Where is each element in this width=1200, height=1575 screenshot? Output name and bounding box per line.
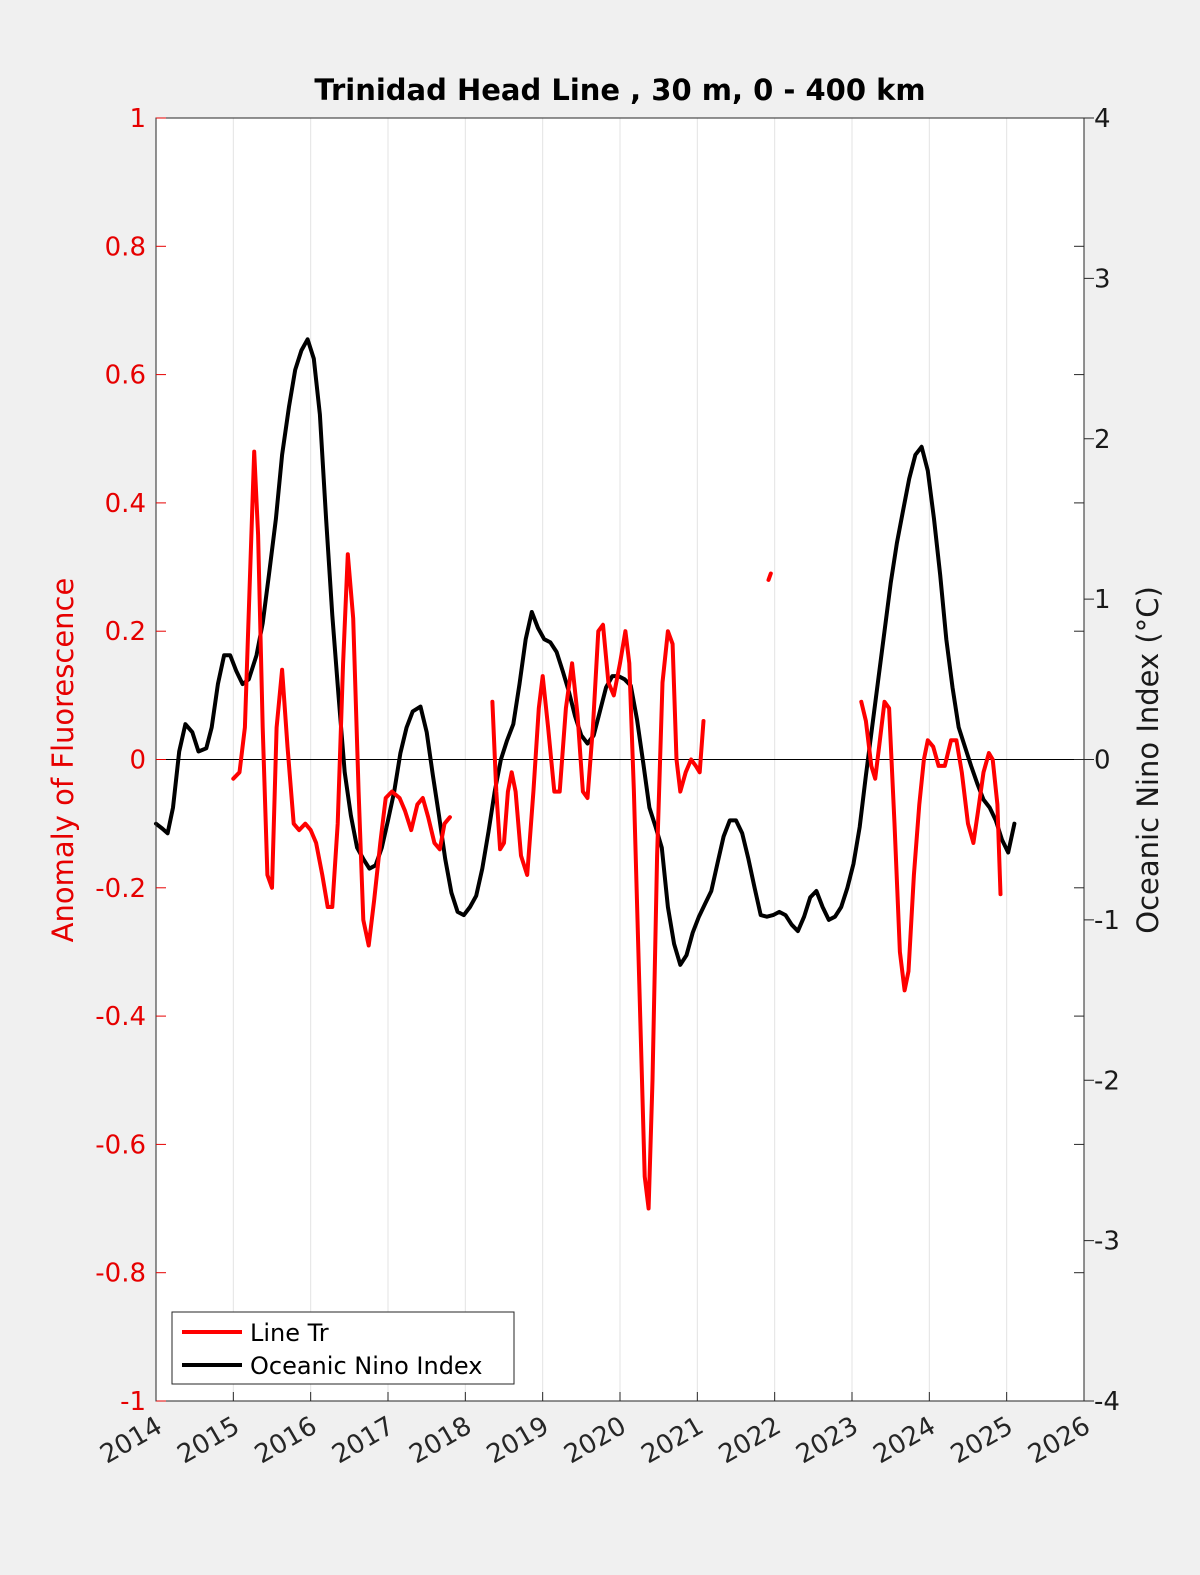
legend: Line Tr Oceanic Nino Index: [171, 1311, 515, 1385]
left-y-axis: 1 0.8 0.6 0.4 0.2 0 -0.2 -0.4 -0.6 -0.8 -1: [95, 104, 1084, 1417]
fluorescence-series-line-1: [490, 622, 706, 1211]
right-y-axis: 4 3 2 1 0 -1 -2 -3 -4: [1084, 104, 1120, 1417]
right-y-tick-label: -2: [1094, 1066, 1120, 1096]
left-y-tick-label: -0.2: [95, 874, 146, 904]
x-tick-label: 2026: [1023, 1411, 1095, 1470]
x-tick-label: 2017: [327, 1411, 399, 1470]
left-y-tick-label: 0.8: [105, 232, 146, 262]
x-tick-label: 2022: [714, 1411, 786, 1470]
right-axis-label: Oceanic Nino Index (°C): [1131, 586, 1165, 934]
legend-label-oni: Oceanic Nino Index: [250, 1352, 482, 1380]
fluorescence-series-line-3: [859, 699, 1003, 993]
chart-title: Trinidad Head Line , 30 m, 0 - 400 km: [314, 73, 925, 107]
right-y-tick-label: 1: [1094, 585, 1111, 615]
right-y-tick-label: 3: [1094, 264, 1111, 294]
legend-box: [171, 1311, 515, 1385]
x-tick-label: 2015: [173, 1411, 245, 1470]
x-tick-label: 2021: [637, 1411, 709, 1470]
legend-label-line-tr: Line Tr: [250, 1319, 329, 1347]
left-y-tick-label: -1: [120, 1387, 146, 1417]
x-tick-label: 2024: [869, 1411, 941, 1470]
right-y-tick-label: -1: [1094, 906, 1120, 936]
right-y-tick-label: 4: [1094, 104, 1111, 134]
left-y-tick-label: 0.2: [105, 617, 146, 647]
x-tick-label: 2014: [95, 1411, 167, 1470]
left-y-tick-label: -0.8: [95, 1259, 146, 1289]
x-tick-label: 2016: [250, 1411, 322, 1470]
x-tick-label: 2018: [405, 1411, 477, 1470]
fluorescence-series-line-2: [766, 571, 773, 582]
left-y-tick-label: 1: [129, 104, 146, 134]
left-y-tick-label: -0.4: [95, 1002, 146, 1032]
oni-series-line-0: [154, 337, 1017, 967]
x-tick-label: 2019: [482, 1411, 554, 1470]
x-axis: 2014 2015 2016 2017 2018 2019 2020 2021 2022 2023…: [95, 1392, 1096, 1470]
right-y-tick-label: -3: [1094, 1227, 1120, 1257]
right-y-tick-label: -4: [1094, 1387, 1120, 1417]
left-y-tick-label: 0: [129, 746, 146, 776]
left-y-tick-label: 0.6: [105, 361, 146, 391]
x-tick-label: 2025: [946, 1411, 1018, 1470]
series-layer: [154, 337, 1017, 1211]
left-y-tick-label: 0.4: [105, 489, 146, 519]
right-y-tick-label: 2: [1094, 425, 1111, 455]
left-axis-label: Anomaly of Fluorescence: [46, 578, 80, 943]
x-tick-label: 2023: [791, 1411, 863, 1470]
fluorescence-series-line-0: [231, 449, 452, 948]
x-tick-label: 2020: [559, 1411, 631, 1470]
right-y-tick-label: 0: [1094, 746, 1111, 776]
left-y-tick-label: -0.6: [95, 1130, 146, 1160]
